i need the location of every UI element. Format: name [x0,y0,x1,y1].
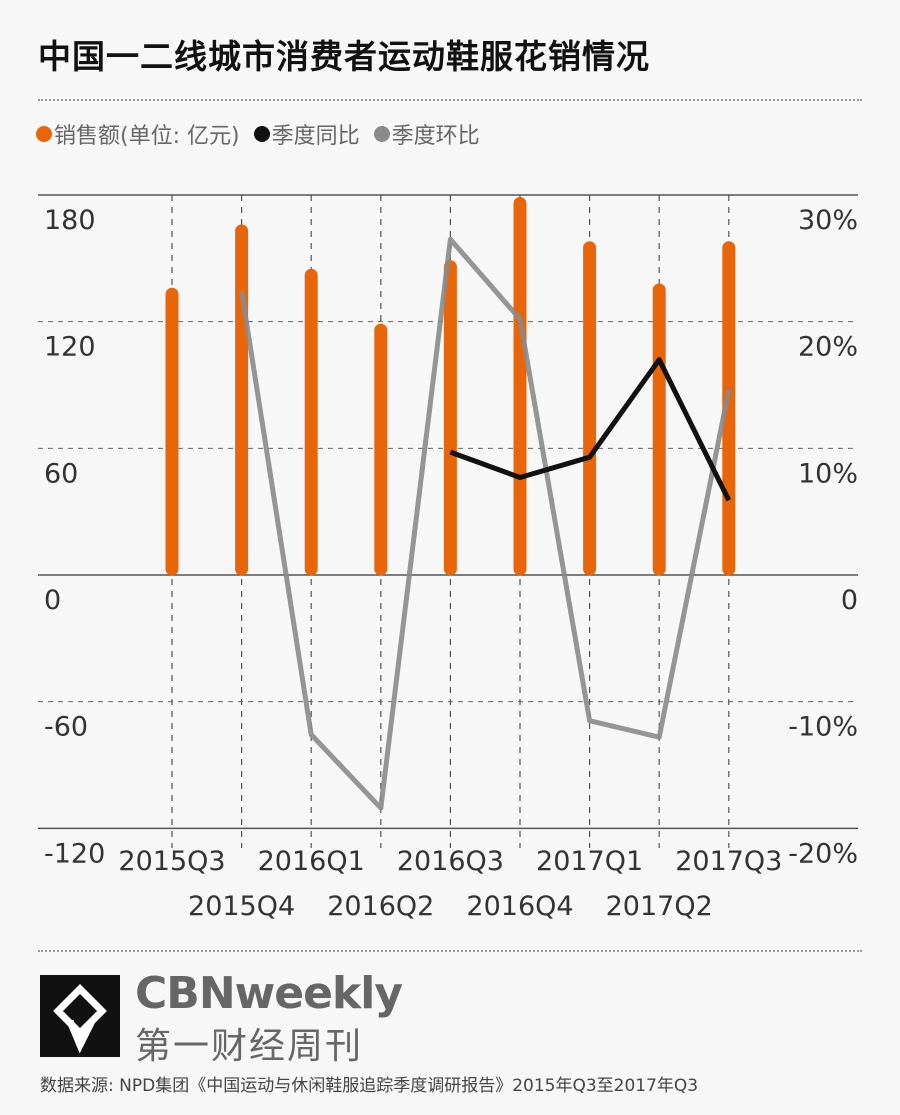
left-tick-label: -120 [44,838,105,869]
right-tick-label: 20% [798,332,858,363]
logo-mark-icon [53,984,107,1054]
legend-label: 季度同比 [271,124,360,149]
gray-dot-icon [373,126,390,142]
left-tick-label: 60 [44,458,78,489]
x-tick-label: 2015Q3 [118,846,225,877]
source-note: 数据来源: NPD集团《中国运动与休闲鞋服追踪季度调研报告》2015年Q3至20… [40,1076,699,1096]
bottom-divider [38,950,862,952]
right-tick-label: 0 [841,585,858,616]
top-divider [38,99,862,101]
right-tick-label: -20% [788,838,858,869]
left-tick-label: 120 [44,332,96,363]
x-tick-label: 2017Q1 [536,846,643,877]
x-tick-label: 2017Q3 [675,846,782,877]
chart-title: 中国一二线城市消费者运动鞋服花销情况 [38,37,650,76]
left-tick-label: 180 [44,205,96,236]
cbn-logo [40,975,120,1057]
x-tick-label: 2016Q4 [466,891,573,922]
brand-name-cn: 第一财经周刊 [135,1026,364,1067]
legend-item-yoy: 季度同比 [253,118,360,150]
chart-area: 180 30% 120 20% 60 10% 0 0 -60 -10% -120 -20% 2015Q3… [38,194,858,922]
qoq-line [239,236,732,811]
brand-name: CBNweekly [135,968,403,1019]
left-tick-label: -60 [44,712,88,743]
legend: 销售额(单位: 亿元) 季度同比 季度环比 [36,118,480,150]
legend-label: 季度环比 [391,124,480,149]
black-dot-icon [253,126,270,142]
x-tick-label: 2017Q2 [606,891,713,922]
orange-dot-icon [36,126,52,142]
right-tick-label: 30% [798,205,858,236]
x-tick-label: 2016Q3 [397,846,504,877]
legend-item-sales: 销售额(单位: 亿元) [36,118,240,150]
right-tick-label: 10% [798,458,858,489]
legend-label: 销售额(单位: 亿元) [54,124,240,149]
x-tick-label: 2016Q1 [258,846,365,877]
legend-item-qoq: 季度环比 [373,118,480,150]
right-tick-label: -10% [788,712,858,743]
left-tick-label: 0 [44,585,61,616]
x-tick-label: 2016Q2 [327,891,434,922]
x-tick-label: 2015Q4 [188,891,295,922]
